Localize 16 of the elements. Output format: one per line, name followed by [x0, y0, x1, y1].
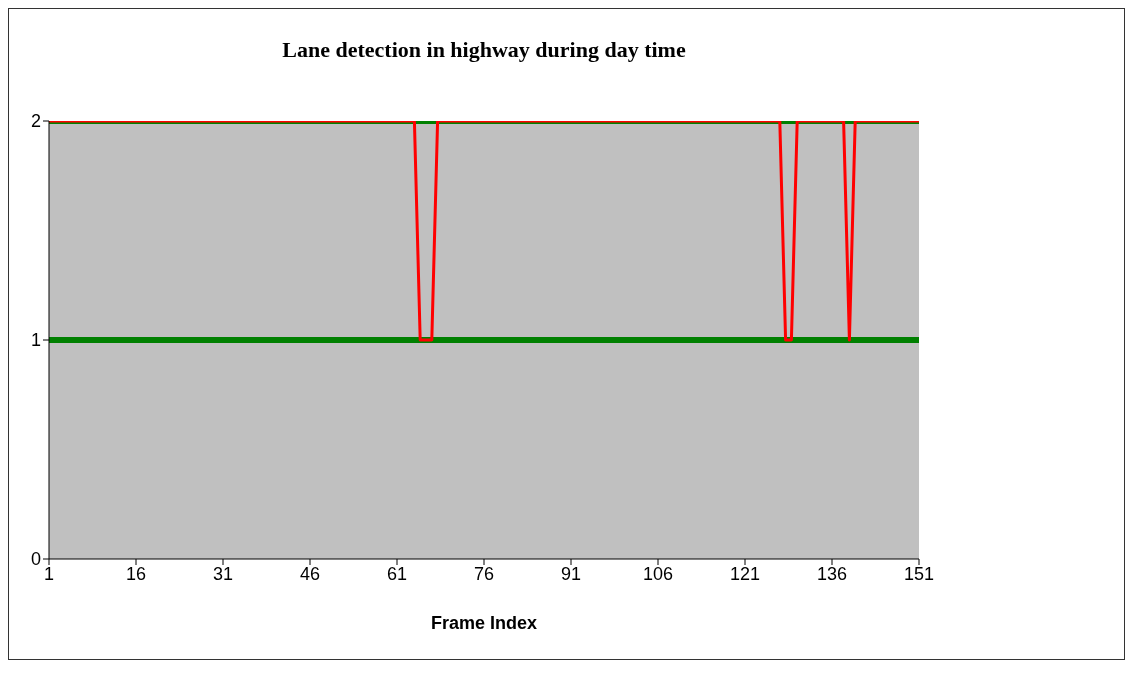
x-tick-label: 91: [560, 563, 582, 584]
y-tick-label: 2: [30, 111, 41, 132]
x-tick-label: 16: [125, 563, 147, 584]
x-tick-label: 46: [299, 563, 321, 584]
x-axis-title: Frame Index: [430, 613, 538, 633]
x-tick-label: 76: [473, 563, 495, 584]
y-tick-label: 0: [30, 549, 41, 570]
x-tick-label: 1: [43, 563, 55, 584]
x-tick-label: 61: [386, 563, 408, 584]
y-tick-label: 1: [30, 330, 41, 351]
x-tick-label: 31: [212, 563, 234, 584]
x-tick-label: 136: [816, 563, 848, 584]
chart-title: Lane detection in highway during day time: [281, 37, 687, 63]
x-tick-label: 151: [903, 563, 935, 584]
x-tick-label: 121: [729, 563, 761, 584]
x-tick-label: 106: [642, 563, 674, 584]
